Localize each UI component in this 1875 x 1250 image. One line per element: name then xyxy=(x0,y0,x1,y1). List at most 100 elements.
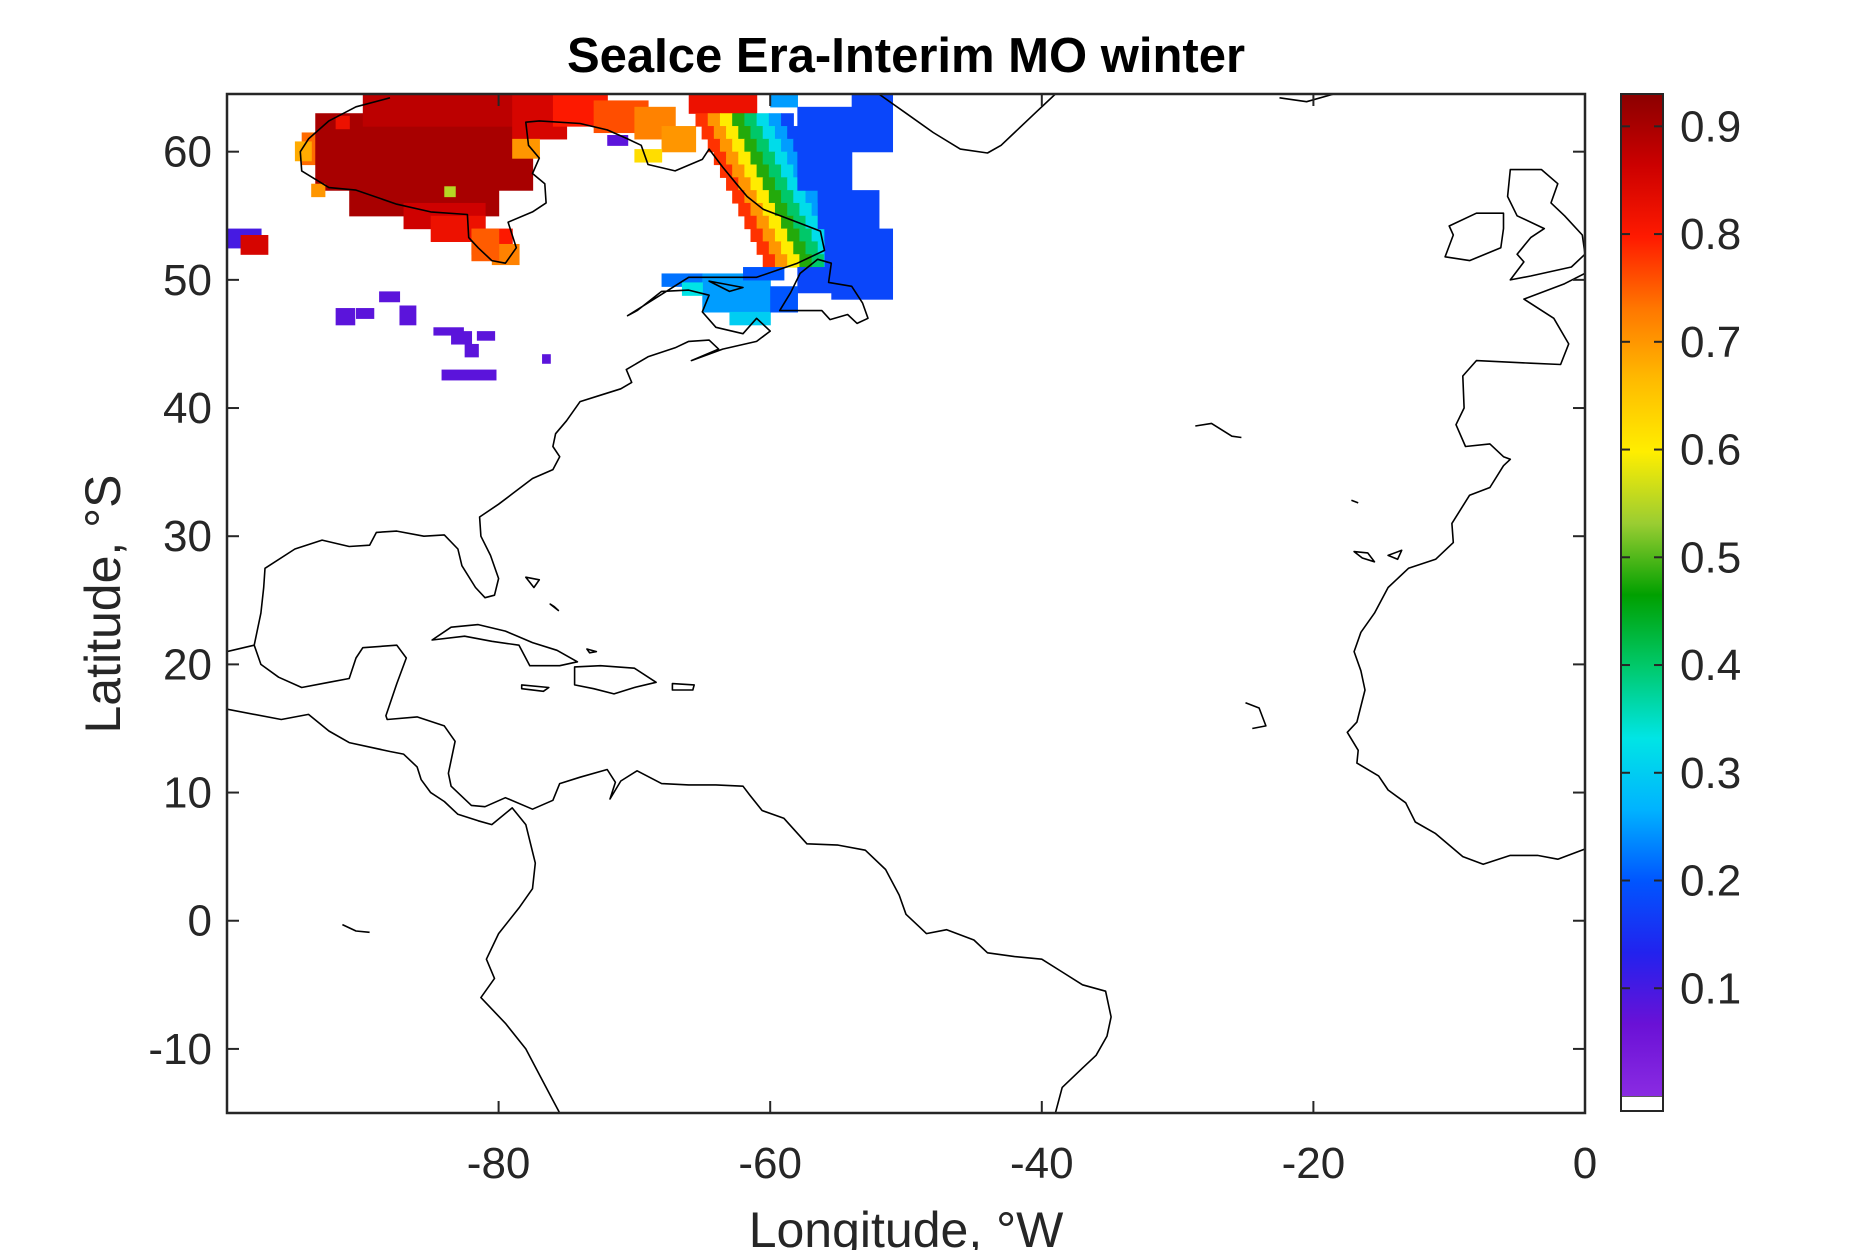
labrador-coast-ice xyxy=(774,151,788,166)
labrador-coast-ice xyxy=(799,202,813,217)
labrador-coast-ice xyxy=(713,151,727,166)
colorbar-ticks: 0.1 0.2 0.3 0.4 0.5 0.6 0.7 0.8 0.9 xyxy=(1621,102,1741,1013)
labrador-coast-ice xyxy=(738,177,752,191)
coast-north-america-east xyxy=(227,97,826,653)
coast-bahamas-2 xyxy=(549,603,560,612)
hudson-bay-ice-edge xyxy=(311,183,326,198)
hudson-bay-ice-edge xyxy=(444,186,456,198)
labrador-coast-ice xyxy=(787,202,800,217)
gulf-st-lawrence-ice xyxy=(770,286,798,313)
labrador-coast-ice xyxy=(774,254,788,268)
coast-azores xyxy=(1195,422,1242,439)
labrador-coast-ice xyxy=(756,138,770,153)
y-tick-label: 20 xyxy=(163,640,212,689)
great-lakes-ice xyxy=(433,327,464,336)
labrador-coast-ice xyxy=(744,138,758,153)
labrador-coast-ice xyxy=(768,241,782,255)
coast-newfoundland xyxy=(778,258,869,325)
foxe-ice xyxy=(770,94,798,108)
gulf-st-lawrence-ice xyxy=(681,282,703,296)
labrador-coast-ice xyxy=(768,164,782,178)
x-tick-label: -20 xyxy=(1282,1139,1346,1188)
x-axis: -80 -60 -40 -20 0 xyxy=(467,94,1597,1188)
labrador-coast-ice xyxy=(695,113,709,127)
coast-great-britain xyxy=(1506,168,1585,281)
labrador-coast-ice xyxy=(750,177,764,191)
labrador-coast-ice xyxy=(774,177,788,191)
hudson-bay-ice-edge xyxy=(294,141,312,162)
coast-galapagos xyxy=(342,923,370,934)
labrador-shelf-ice xyxy=(817,190,880,230)
labrador-coast-ice xyxy=(787,151,800,166)
coast-europe-africa xyxy=(1346,272,1585,866)
labrador-shelf-ice xyxy=(797,267,839,294)
y-tick-label: 0 xyxy=(188,897,212,946)
plot-area xyxy=(225,92,1587,1115)
great-lakes-ice xyxy=(379,291,401,303)
labrador-coast-ice xyxy=(768,215,782,230)
coast-central-south-america xyxy=(253,644,1112,1113)
labrador-coast-ice xyxy=(805,190,819,204)
labrador-coast-ice xyxy=(750,228,764,243)
great-lakes-ice xyxy=(399,305,417,326)
y-tick-label: -10 xyxy=(148,1025,212,1074)
hudson-strait-ice xyxy=(512,138,540,159)
y-tick-label: 40 xyxy=(163,384,212,433)
y-tick-label: 50 xyxy=(163,256,212,305)
labrador-coast-ice xyxy=(726,151,739,166)
labrador-coast-ice xyxy=(787,254,800,268)
labrador-coast-ice xyxy=(707,138,721,153)
labrador-coast-ice xyxy=(719,113,733,127)
labrador-coast-ice xyxy=(750,151,764,166)
coast-madeira xyxy=(1351,499,1359,504)
labrador-coast-ice xyxy=(738,202,752,217)
x-tick-label: 0 xyxy=(1573,1139,1597,1188)
labrador-coast-ice xyxy=(732,190,745,204)
coast-hispaniola xyxy=(573,664,657,695)
colorbar-tick-label: 0.7 xyxy=(1680,318,1741,367)
gulf-st-lawrence-ice xyxy=(729,311,771,326)
great-lakes-ice xyxy=(335,308,356,326)
labrador-coast-ice xyxy=(707,113,721,127)
labrador-coast-ice xyxy=(787,228,800,243)
hudson-bay-ice-edge xyxy=(335,115,350,130)
labrador-coast-ice xyxy=(732,113,745,127)
colorbar-tick-label: 0.4 xyxy=(1680,641,1741,690)
y-tick-label: 60 xyxy=(163,128,212,177)
y-tick-label: 30 xyxy=(163,512,212,561)
x-tick-label: -80 xyxy=(467,1139,531,1188)
labrador-coast-ice xyxy=(762,177,776,191)
x-tick-label: -60 xyxy=(738,1139,802,1188)
colorbar-zero-swatch xyxy=(1620,1095,1664,1112)
labrador-coast-ice xyxy=(768,190,782,204)
coast-iceland xyxy=(1279,94,1335,103)
labrador-coast-ice xyxy=(799,228,813,243)
labrador-shelf-ice xyxy=(851,94,894,153)
great-lakes-ice xyxy=(451,331,473,345)
labrador-coast-ice xyxy=(762,151,776,166)
labrador-coast-ice xyxy=(738,151,752,166)
labrador-coast-ice xyxy=(701,126,715,140)
labrador-coast-ice xyxy=(805,241,819,255)
labrador-shelf-ice xyxy=(824,228,894,268)
coast-jamaica xyxy=(520,684,550,693)
labrador-coast-ice xyxy=(787,126,800,140)
colorbar-tick-label: 0.2 xyxy=(1680,857,1741,906)
great-lakes-ice xyxy=(356,308,375,319)
colorbar-tick-label: 0.1 xyxy=(1680,964,1741,1013)
coast-canary-islands-east xyxy=(1387,549,1403,561)
labrador-shelf-ice xyxy=(831,267,894,300)
great-lakes-ice xyxy=(542,354,551,364)
sea-ice-field xyxy=(227,94,894,381)
labrador-coast-ice xyxy=(781,113,794,127)
colorbar-frame xyxy=(1620,93,1664,1112)
labrador-coast-ice xyxy=(756,215,770,230)
colorbar-ramp xyxy=(1621,94,1663,1096)
hudson-strait-ice xyxy=(607,135,629,146)
lake-winnipeg-ice xyxy=(240,234,269,255)
labrador-coast-ice xyxy=(726,177,739,191)
y-tick-label: 10 xyxy=(163,769,212,818)
colorbar-tick-label: 0.3 xyxy=(1680,749,1741,798)
x-axis-label: Longitude, °W xyxy=(749,1202,1064,1250)
y-axis: -10 0 10 20 30 40 50 60 xyxy=(148,128,1585,1074)
